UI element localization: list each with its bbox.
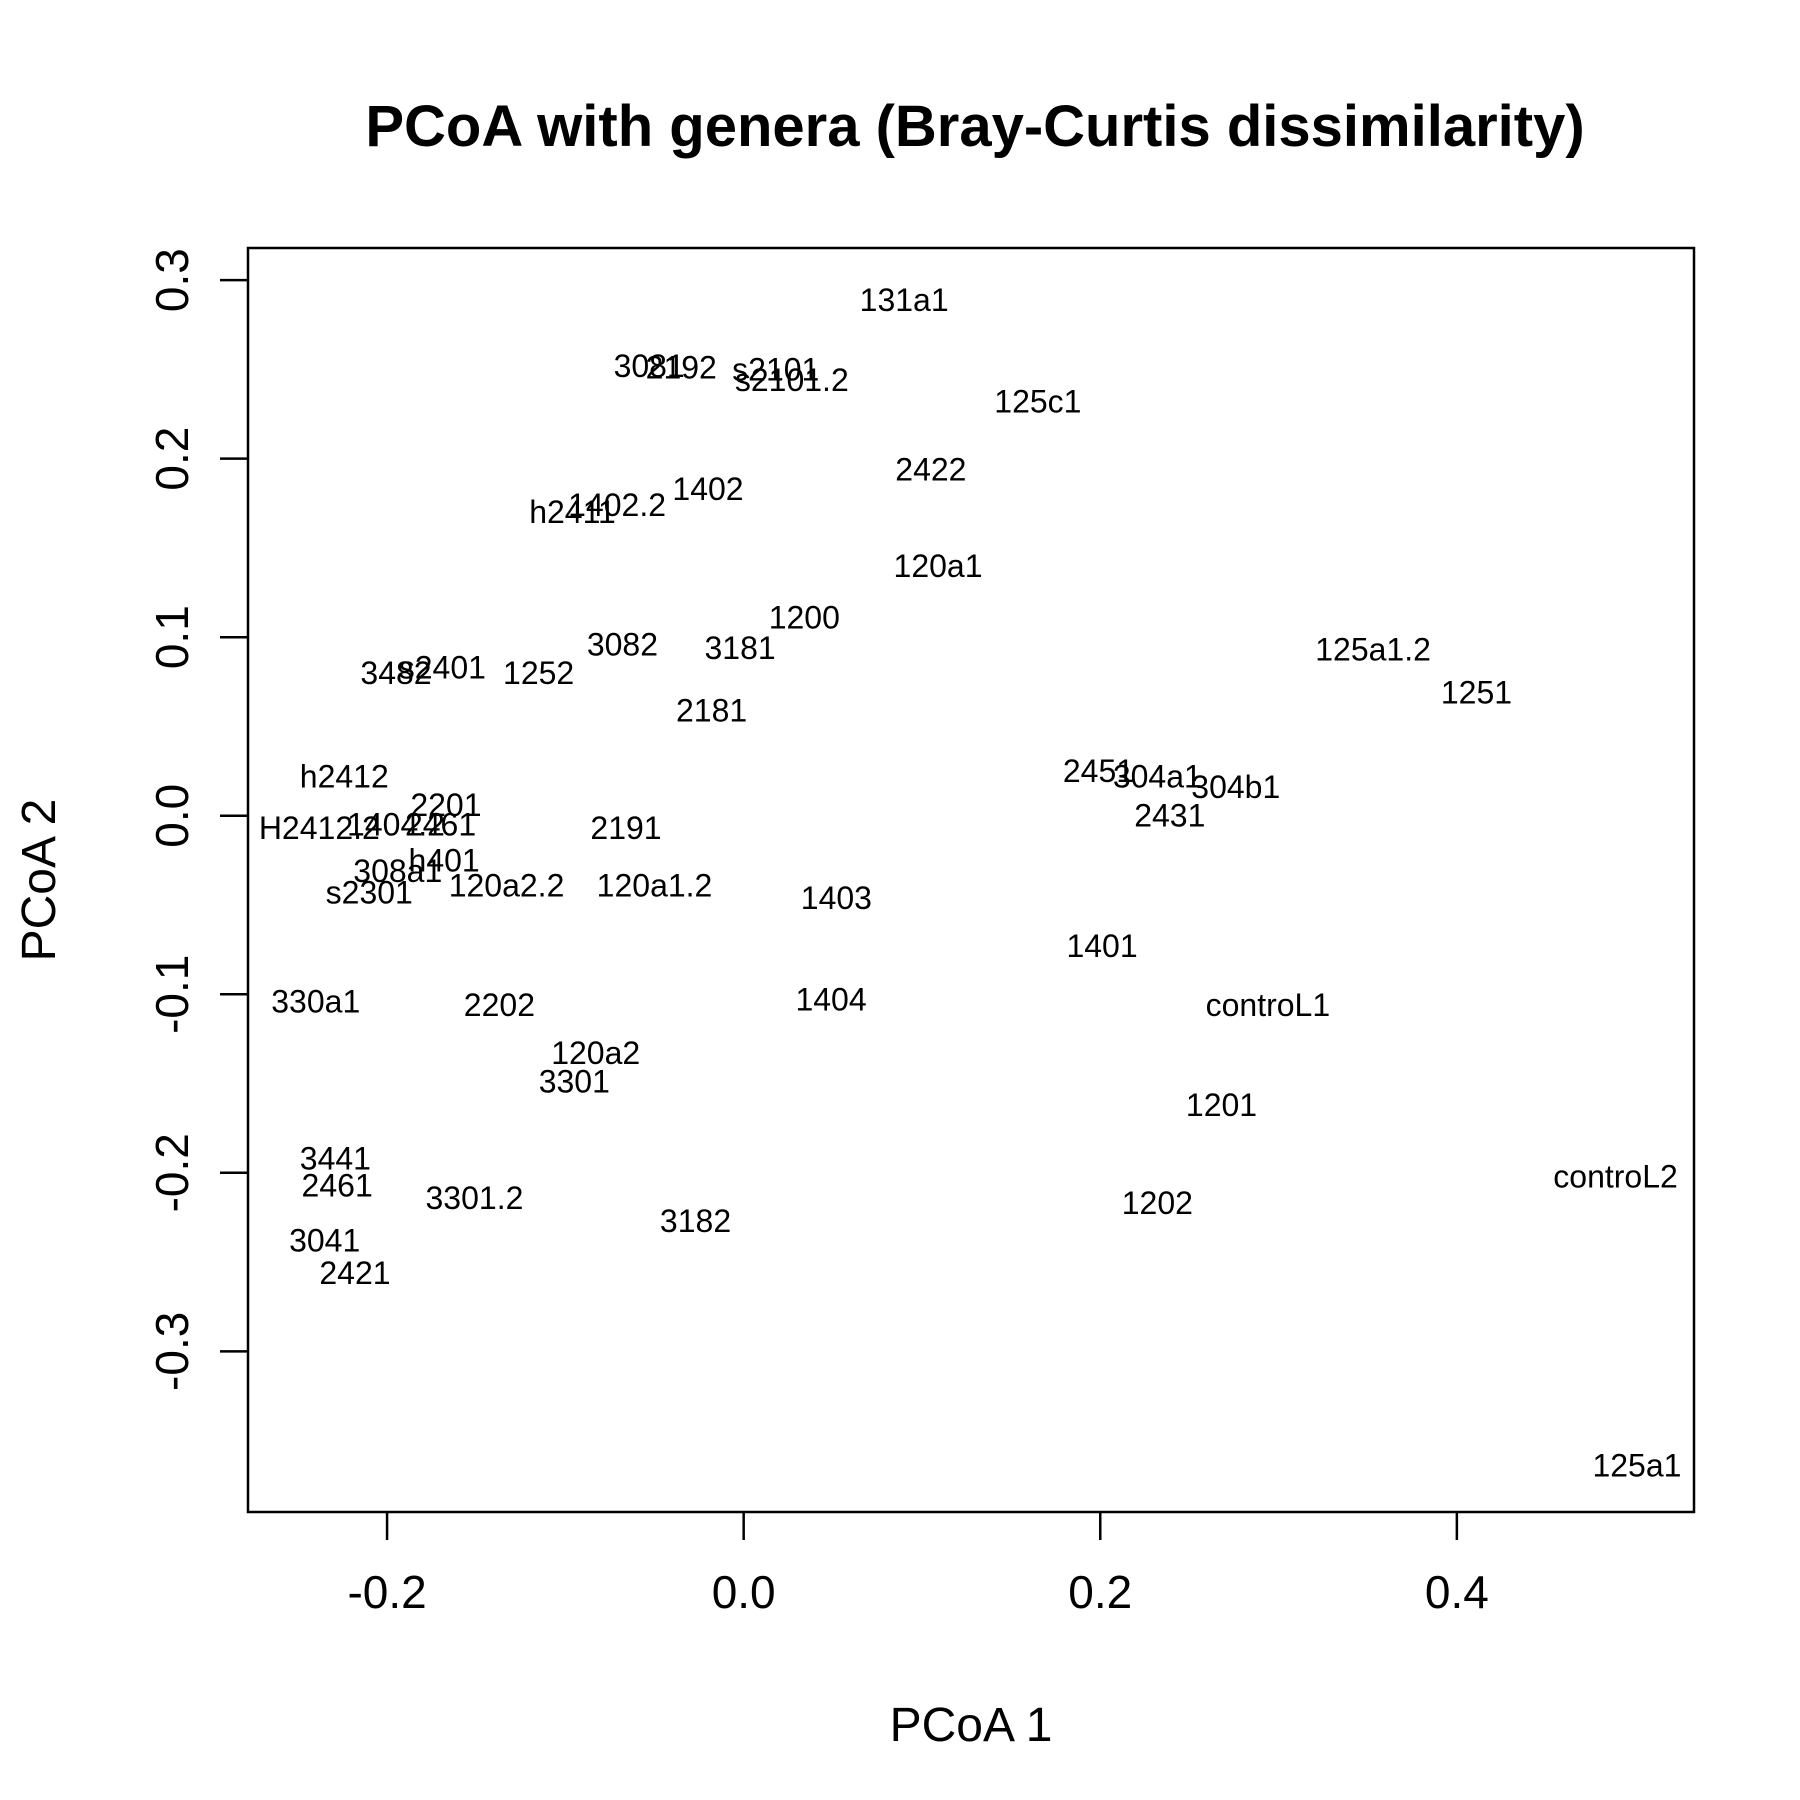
point-label: 1403 bbox=[801, 880, 872, 916]
y-axis: -0.3 -0.2 -0.1 0.0 0.1 0.2 0.3 bbox=[146, 248, 248, 1391]
point-label: 3181 bbox=[705, 630, 776, 666]
point-label: 120a2 bbox=[551, 1035, 640, 1071]
point-label: controL1 bbox=[1206, 987, 1331, 1023]
point-label: 3082 bbox=[587, 626, 658, 662]
point-label: 1404 bbox=[795, 982, 866, 1018]
y-tick-label: 0.3 bbox=[146, 248, 198, 312]
point-label: 1402.2 bbox=[568, 487, 666, 523]
point-label: 125a1.2 bbox=[1315, 632, 1431, 668]
point-label: 2202 bbox=[464, 987, 535, 1023]
point-label: s2401 bbox=[399, 650, 486, 686]
point-label: 2461 bbox=[405, 807, 476, 843]
x-tick-label: 0.4 bbox=[1425, 1566, 1489, 1618]
point-label: 3441 bbox=[300, 1141, 371, 1177]
y-tick-label: -0.3 bbox=[146, 1312, 198, 1391]
point-label: 2451 bbox=[1063, 753, 1134, 789]
point-label: 1252 bbox=[503, 655, 574, 691]
point-label: 1200 bbox=[769, 600, 840, 636]
point-label: 330a1 bbox=[271, 983, 360, 1019]
y-tick-label: -0.2 bbox=[146, 1133, 198, 1212]
point-label: 1251 bbox=[1441, 675, 1512, 711]
point-label: 1402 bbox=[672, 471, 743, 507]
y-tick-label: -0.1 bbox=[146, 955, 198, 1034]
point-label: 1202 bbox=[1122, 1185, 1193, 1221]
x-tick-label: 0.0 bbox=[712, 1566, 776, 1618]
point-label: 2422 bbox=[895, 451, 966, 487]
point-label: 2201 bbox=[410, 787, 481, 823]
point-label: 304b1 bbox=[1191, 769, 1280, 805]
y-axis-title: PCoA 2 bbox=[13, 799, 66, 962]
point-label: 2192 bbox=[646, 350, 717, 386]
point-label: 2421 bbox=[319, 1255, 390, 1291]
point-label: h2411 bbox=[529, 494, 616, 530]
point-label: 2431 bbox=[1134, 798, 1205, 834]
point-label: s2101 bbox=[732, 351, 819, 387]
point-label: 3182 bbox=[660, 1203, 731, 1239]
point-label: 120a1 bbox=[894, 548, 983, 584]
plot-frame bbox=[246, 246, 1696, 1514]
point-label: 304a1 bbox=[1113, 758, 1202, 794]
x-axis: -0.2 0.0 0.2 0.4 bbox=[347, 1512, 1489, 1618]
point-label: 3301 bbox=[539, 1064, 610, 1100]
point-label: 3041 bbox=[289, 1223, 360, 1259]
point-label: 1404.2 bbox=[347, 807, 445, 843]
point-label: 1201 bbox=[1186, 1087, 1257, 1123]
point-label: 125c1 bbox=[994, 384, 1081, 420]
point-label: h401 bbox=[409, 842, 480, 878]
point-label: s2301 bbox=[326, 874, 413, 910]
point-label: controL2 bbox=[1553, 1158, 1678, 1194]
point-label: 3482 bbox=[360, 655, 431, 691]
point-label: 3301.2 bbox=[426, 1180, 524, 1216]
point-label: 125a1 bbox=[1592, 1448, 1681, 1484]
y-tick-label: 0.0 bbox=[146, 784, 198, 848]
point-label: 120a2.2 bbox=[449, 867, 565, 903]
point-label: 308a1 bbox=[353, 853, 442, 889]
point-label: 2191 bbox=[590, 810, 661, 846]
point-label: 1401 bbox=[1066, 928, 1137, 964]
point-label: H2412.2 bbox=[259, 810, 380, 846]
point-label: s2101.2 bbox=[735, 362, 849, 398]
x-tick-label: -0.2 bbox=[347, 1566, 426, 1618]
chart-title: PCoA with genera (Bray-Curtis dissimilar… bbox=[365, 94, 1584, 159]
point-label: 120a1.2 bbox=[597, 867, 713, 903]
point-label: h2412 bbox=[300, 758, 389, 794]
x-tick-label: 0.2 bbox=[1068, 1566, 1132, 1618]
y-tick-label: 0.2 bbox=[146, 427, 198, 491]
point-label: 3081 bbox=[614, 348, 685, 384]
point-label: 2461 bbox=[302, 1167, 373, 1203]
y-tick-label: 0.1 bbox=[146, 605, 198, 669]
point-label: 2181 bbox=[676, 692, 747, 728]
point-label: 131a1 bbox=[860, 282, 949, 318]
x-axis-title: PCoA 1 bbox=[890, 1699, 1053, 1752]
